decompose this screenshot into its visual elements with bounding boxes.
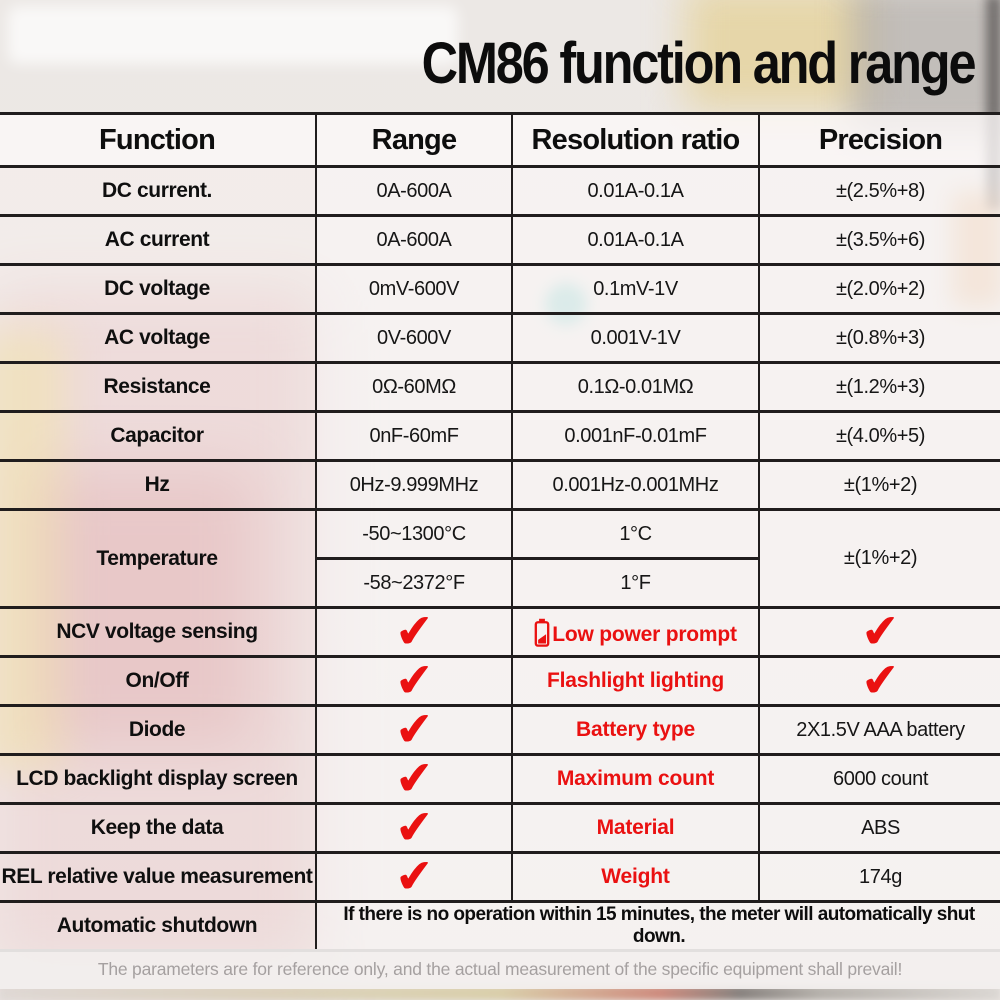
footer-note: The parameters are for reference only, a… — [0, 949, 1000, 989]
function-cell: Capacitor — [0, 410, 317, 462]
feature-row: NCV voltage sensing ✔ Low power prompt ✔ — [0, 606, 1000, 658]
feature-row: On/Off ✔ Flashlight lighting ✔ — [0, 655, 1000, 707]
function-cell: DC current. — [0, 165, 317, 217]
resolution-cell: 1°C — [511, 508, 760, 560]
check-icon: ✔ — [392, 803, 436, 853]
function-cell: DC voltage — [0, 263, 317, 315]
precision-cell: ±(1%+2) — [758, 508, 1000, 609]
spec-row: DC voltage 0mV-600V 0.1mV-1V ±(2.0%+2) — [0, 263, 1000, 315]
feature-label-cell: Material — [511, 802, 760, 854]
range-check-cell: ✔ — [315, 704, 513, 756]
precision-cell: ±(0.8%+3) — [758, 312, 1000, 364]
column-header-resolution: Resolution ratio — [511, 112, 760, 168]
range-cell: 0A-600A — [315, 214, 513, 266]
resolution-cell: 0.001V-1V — [511, 312, 760, 364]
page-title: CM86 function and range — [421, 31, 976, 96]
feature-row: Diode ✔ Battery type 2X1.5V AAA battery — [0, 704, 1000, 756]
function-cell: On/Off — [0, 655, 317, 707]
range-cell: 0A-600A — [315, 165, 513, 217]
range-cell: 0Ω-60MΩ — [315, 361, 513, 413]
precision-cell: ±(4.0%+5) — [758, 410, 1000, 462]
temperature-row: Temperature -50~1300°C 1°C ±(1%+2) — [0, 508, 1000, 609]
function-cell: Hz — [0, 459, 317, 511]
feature-value-cell: 174g — [758, 851, 1000, 903]
precision-cell: ±(2.0%+2) — [758, 263, 1000, 315]
function-cell: AC voltage — [0, 312, 317, 364]
range-cell: -50~1300°C — [315, 508, 513, 560]
feature-label-cell: Flashlight lighting — [511, 655, 760, 707]
precision-cell: ±(1%+2) — [758, 459, 1000, 511]
range-check-cell: ✔ — [315, 655, 513, 707]
feature-row: Keep the data ✔ Material ABS — [0, 802, 1000, 854]
spec-row: Capacitor 0nF-60mF 0.001nF-0.01mF ±(4.0%… — [0, 410, 1000, 462]
resolution-cell: 0.01A-0.1A — [511, 214, 760, 266]
resolution-cell: 0.001Hz-0.001MHz — [511, 459, 760, 511]
check-icon: ✔ — [392, 705, 436, 755]
feature-label-cell: Maximum count — [511, 753, 760, 805]
resolution-cell: 1°F — [511, 557, 760, 609]
range-cell: 0mV-600V — [315, 263, 513, 315]
spec-row: AC current 0A-600A 0.01A-0.1A ±(3.5%+6) — [0, 214, 1000, 266]
function-cell: Resistance — [0, 361, 317, 413]
function-cell: AC current — [0, 214, 317, 266]
feature-value-cell: ABS — [758, 802, 1000, 854]
function-cell: REL relative value measurement — [0, 851, 317, 903]
precision-check-cell: ✔ — [758, 606, 1000, 658]
column-header-precision: Precision — [758, 112, 1000, 168]
function-cell: Diode — [0, 704, 317, 756]
resolution-cell: 0.1Ω-0.01MΩ — [511, 361, 760, 413]
spec-row: DC current. 0A-600A 0.01A-0.1A ±(2.5%+8) — [0, 165, 1000, 217]
feature-value-cell: 6000 count — [758, 753, 1000, 805]
precision-check-cell: ✔ — [758, 655, 1000, 707]
resolution-cell: 0.1mV-1V — [511, 263, 760, 315]
header-row: Function Range Resolution ratio Precisio… — [0, 112, 1000, 168]
range-check-cell: ✔ — [315, 802, 513, 854]
spec-table: Function Range Resolution ratio Precisio… — [0, 112, 1000, 952]
feature-value-cell: 2X1.5V AAA battery — [758, 704, 1000, 756]
range-check-cell: ✔ — [315, 851, 513, 903]
feature-row: REL relative value measurement ✔ Weight … — [0, 851, 1000, 903]
feature-label-cell: Weight — [511, 851, 760, 903]
function-cell: Automatic shutdown — [0, 900, 317, 952]
spec-row: Hz 0Hz-9.999MHz 0.001Hz-0.001MHz ±(1%+2) — [0, 459, 1000, 511]
check-icon: ✔ — [392, 607, 436, 657]
column-header-function: Function — [0, 112, 317, 168]
spec-row: Resistance 0Ω-60MΩ 0.1Ω-0.01MΩ ±(1.2%+3) — [0, 361, 1000, 413]
check-icon: ✔ — [392, 852, 436, 902]
feature-row: LCD backlight display screen ✔ Maximum c… — [0, 753, 1000, 805]
range-cell: 0V-600V — [315, 312, 513, 364]
feature-label-cell: Low power prompt — [511, 606, 760, 658]
column-header-range: Range — [315, 112, 513, 168]
function-cell: Temperature — [0, 508, 317, 609]
precision-cell: ±(2.5%+8) — [758, 165, 1000, 217]
spec-row: AC voltage 0V-600V 0.001V-1V ±(0.8%+3) — [0, 312, 1000, 364]
range-cell: -58~2372°F — [315, 557, 513, 609]
background-photo-highlight — [8, 6, 458, 64]
function-cell: NCV voltage sensing — [0, 606, 317, 658]
range-cell: 0Hz-9.999MHz — [315, 459, 513, 511]
check-icon: ✔ — [392, 754, 436, 804]
check-icon: ✔ — [859, 656, 902, 706]
feature-label-cell: Battery type — [511, 704, 760, 756]
resolution-cell: 0.001nF-0.01mF — [511, 410, 760, 462]
temperature-row: -58~2372°F 1°F — [0, 557, 1000, 609]
range-check-cell: ✔ — [315, 753, 513, 805]
resolution-cell: 0.01A-0.1A — [511, 165, 760, 217]
check-icon: ✔ — [859, 607, 902, 657]
range-check-cell: ✔ — [315, 606, 513, 658]
range-cell: 0nF-60mF — [315, 410, 513, 462]
function-cell: LCD backlight display screen — [0, 753, 317, 805]
low-battery-icon — [534, 618, 550, 647]
shutdown-row: Automatic shutdown If there is no operat… — [0, 900, 1000, 952]
feature-label: Low power prompt — [552, 622, 737, 646]
check-icon: ✔ — [392, 656, 436, 706]
function-cell: Keep the data — [0, 802, 317, 854]
precision-cell: ±(3.5%+6) — [758, 214, 1000, 266]
shutdown-note: If there is no operation within 15 minut… — [315, 900, 1000, 952]
precision-cell: ±(1.2%+3) — [758, 361, 1000, 413]
